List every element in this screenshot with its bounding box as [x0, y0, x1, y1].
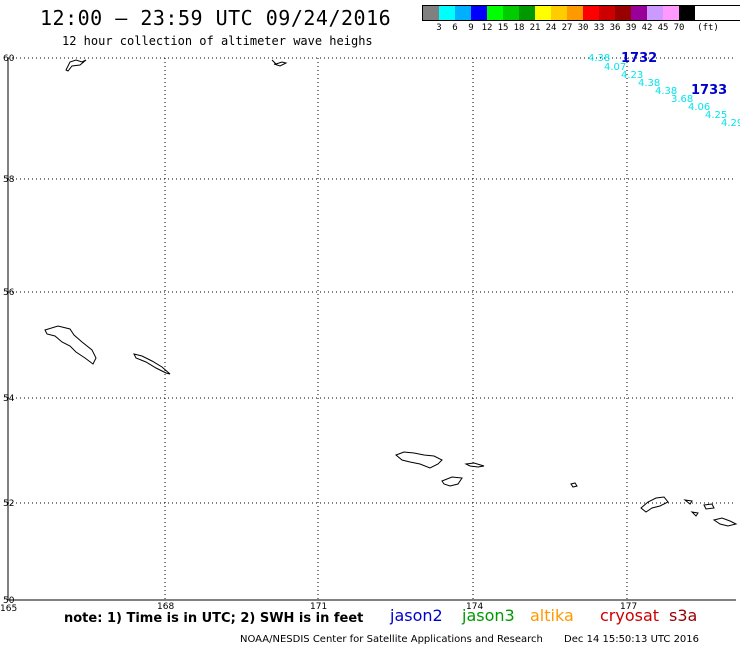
lat-label-52: 52 [3, 499, 14, 509]
legend-label: 33 [593, 23, 605, 33]
legend-swatch [599, 6, 615, 20]
legend-swatch [487, 6, 503, 20]
lon-label-165: 165 [0, 604, 17, 614]
satellite-label-jason3: jason3 [462, 606, 515, 625]
legend-label: 30 [577, 23, 589, 33]
swh-value: 3.68 [671, 94, 693, 105]
units-note: note: 1) Time is in UTC; 2) SWH is in fe… [64, 611, 364, 626]
lon-label-171: 171 [310, 602, 327, 612]
island-attu [395, 451, 443, 469]
swh-value: 4.38 [588, 53, 610, 64]
legend-swatch [439, 6, 455, 20]
footer: NOAA/NESDIS Center for Satellite Applica… [240, 634, 717, 645]
pass-id-label: 1732 [621, 51, 657, 66]
legend-swatch [679, 6, 695, 20]
legend-swatch [567, 6, 583, 20]
legend-label: 39 [625, 23, 637, 33]
lat-label-50: 50 [3, 596, 15, 606]
legend-label: 21 [529, 23, 541, 33]
satellite-label-jason2: jason2 [390, 606, 443, 625]
swh-value: 4.25 [705, 110, 727, 121]
island-rat-2 [690, 511, 699, 517]
graticule [8, 57, 736, 600]
satellite-label-altika: altika [530, 606, 574, 625]
legend-swatch [423, 6, 439, 20]
legend-label: 45 [657, 23, 669, 33]
legend-label: 12 [481, 23, 493, 33]
lat-label-58: 58 [3, 175, 15, 185]
legend-label: 15 [497, 23, 509, 33]
legend-swatches [422, 5, 740, 21]
legend-swatch [583, 6, 599, 20]
legend-swatch [535, 6, 551, 20]
legend-swatch [551, 6, 567, 20]
island-rat-3 [703, 503, 715, 510]
swh-value: 4.29 [721, 118, 740, 129]
swh-value: 4.23 [621, 70, 643, 81]
legend-label: 27 [561, 23, 573, 33]
legend-swatch [663, 6, 679, 20]
lon-label-174: 174 [466, 602, 483, 612]
island-buldir [570, 482, 578, 488]
map-title: 12:00 — 23:59 UTC 09/24/2016 [40, 6, 392, 30]
footer-timestamp: Dec 14 15:50:13 UTC 2016 [564, 634, 700, 645]
legend-swatch [631, 6, 647, 20]
lat-label-60: 60 [3, 54, 15, 64]
legend-label: 3 [436, 23, 442, 33]
legend-swatch [519, 6, 535, 20]
legend-label: 18 [513, 23, 525, 33]
satellite-label-cryosat: cryosat [600, 606, 660, 625]
coastline-kamchatka [65, 59, 87, 72]
island-bering [44, 325, 97, 365]
island-agattu [441, 476, 463, 487]
legend-unit: (ft) [697, 23, 719, 33]
swh-value: 4.38 [638, 78, 660, 89]
legend-label: 6 [452, 23, 458, 33]
legend-label: 70 [673, 23, 685, 33]
swh-value: 4.06 [688, 102, 710, 113]
coastlines [44, 59, 738, 527]
island-medny [133, 353, 171, 375]
legend-labels: (ft) 3 6 9 12 15 18 21 24 27 30 33 36 39 42 45 70 [422, 21, 740, 35]
color-legend: (ft) 3 6 9 12 15 18 21 24 27 30 33 36 39 42 45 70 [422, 5, 740, 35]
legend-swatch [647, 6, 663, 20]
island-amchitka [712, 517, 738, 527]
lon-label-177: 177 [620, 602, 637, 612]
legend-label: 36 [609, 23, 621, 33]
island-semichi [464, 462, 485, 468]
legend-swatch [503, 6, 519, 20]
legend-label: 24 [545, 23, 557, 33]
legend-label: 9 [468, 23, 474, 33]
coastline-shelf [271, 59, 288, 67]
lon-label-168: 168 [157, 602, 174, 612]
island-kiska [640, 496, 669, 513]
island-rat-1 [683, 499, 693, 505]
lat-label-56: 56 [3, 288, 15, 298]
legend-swatch [615, 6, 631, 20]
lat-label-54: 54 [3, 394, 15, 404]
swh-value: 4.38 [655, 86, 677, 97]
swh-value: 4.07 [604, 62, 626, 73]
pass-id-label: 1733 [691, 83, 727, 98]
legend-swatch [455, 6, 471, 20]
satellite-label-s3a: s3a [669, 606, 698, 625]
map-subtitle: 12 hour collection of altimeter wave hei… [62, 34, 373, 48]
legend-swatch [471, 6, 487, 20]
footer-credit: NOAA/NESDIS Center for Satellite Applica… [240, 634, 543, 645]
legend-label: 42 [641, 23, 653, 33]
